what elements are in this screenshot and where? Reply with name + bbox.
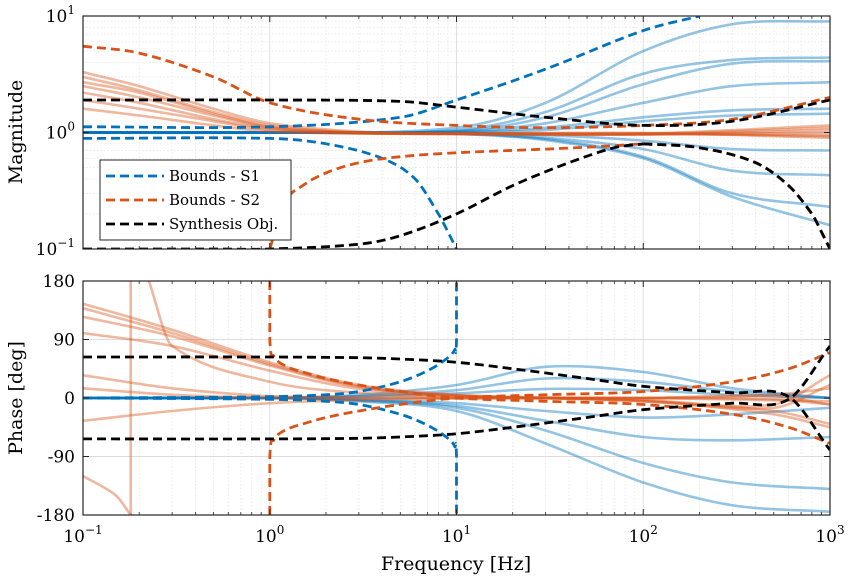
- phase-plant-orange-curve: [83, 374, 830, 400]
- legend-label: Bounds - S1: [169, 167, 260, 185]
- magnitude-plant-blue-curve: [83, 56, 830, 135]
- phase-ytick-labels: -180 -90 0 90 180: [37, 272, 75, 526]
- phase-plant-orange-curve: [129, 281, 830, 515]
- phase-ytick-label: 90: [53, 331, 75, 351]
- magnitude-ytick-labels: 10−1 100 101: [36, 3, 75, 260]
- magnitude-bound-synthesis-obj: [643, 142, 830, 249]
- phase-curves: [83, 281, 830, 515]
- phase-ytick-label: -180: [37, 506, 75, 526]
- magnitude-plant-blue-curve: [83, 131, 830, 177]
- phase-bound-synthesis-obj: [83, 355, 830, 451]
- phase-xtick-label: 101: [442, 523, 471, 547]
- phase-ytick-label: 180: [43, 272, 75, 292]
- magnitude-plant-blue-curve: [83, 19, 830, 135]
- magnitude-bound-synthesis-obj: [83, 142, 644, 249]
- legend-label: Bounds - S2: [169, 191, 260, 209]
- phase-ylabel: Phase [deg]: [5, 341, 27, 455]
- phase-xtick-labels: 10−1 100 101 102 103: [63, 523, 844, 547]
- phase-bound-bounds-s1: [83, 281, 458, 400]
- phase-plant-orange-curve: [83, 396, 830, 423]
- magnitude-plant-blue-curve: [83, 59, 830, 135]
- phase-ytick-label: 0: [64, 389, 75, 409]
- magnitude-plant-blue-curve: [83, 131, 830, 227]
- legend-box: [99, 159, 292, 241]
- magnitude-ytick-label: 10−1: [36, 236, 75, 260]
- magnitude-bound-synthesis-obj: [83, 98, 830, 127]
- phase-xtick-label: 100: [255, 523, 284, 547]
- phase-xlabel: Frequency [Hz]: [381, 553, 531, 575]
- magnitude-plant-orange-curve: [83, 98, 830, 136]
- magnitude-bound-bounds-s2: [268, 142, 644, 249]
- magnitude-plant-orange-curve: [83, 91, 830, 138]
- magnitude-bound-bounds-s2: [83, 44, 830, 130]
- phase-ticks: [82, 280, 831, 516]
- phase-plant-orange-curve: [83, 387, 830, 406]
- phase-bound-synthesis-obj: [83, 345, 830, 441]
- magnitude-plant-orange-curve: [83, 70, 830, 137]
- phase-plant-orange-curve: [83, 302, 830, 429]
- magnitude-ylabel: Magnitude: [5, 80, 27, 185]
- magnitude-plant-blue-curve: [83, 112, 830, 135]
- magnitude-plant-blue-curve: [83, 80, 830, 135]
- phase-plant-orange-curve: [83, 307, 830, 426]
- magnitude-ytick-label: 101: [46, 3, 75, 27]
- magnitude-plant-orange-curve: [83, 107, 830, 140]
- magnitude-plant-blue-curve: [83, 107, 830, 134]
- phase-ytick-label: -90: [48, 448, 75, 468]
- magnitude-bound-bounds-s1: [83, 16, 700, 129]
- magnitude-plant-orange-curve: [83, 84, 830, 136]
- phase-xtick-label: 102: [629, 523, 658, 547]
- legend-label: Synthesis Obj.: [169, 215, 278, 233]
- phase-panel: -180 -90 0 90 180 10−1 100 101 102 103 Phase [de…: [5, 272, 845, 575]
- phase-plant-orange-curve: [83, 474, 132, 515]
- magnitude-ytick-label: 100: [46, 120, 75, 144]
- phase-plant-orange-curve: [83, 315, 830, 410]
- phase-xtick-label: 103: [815, 523, 844, 547]
- magnitude-curves: [83, 16, 830, 249]
- phase-xtick-label: 10−1: [63, 523, 102, 547]
- magnitude-plant-blue-curve: [83, 131, 830, 152]
- phase-bound-bounds-s1: [83, 396, 458, 515]
- magnitude-bound-bounds-s1: [83, 136, 458, 249]
- magnitude-ticks: [82, 15, 831, 250]
- magnitude-plant-blue-curve: [83, 131, 830, 209]
- phase-bound-bounds-s2: [268, 281, 830, 445]
- phase-bound-bounds-s2: [268, 351, 830, 515]
- legend: Bounds - S1 Bounds - S2 Synthesis Obj.: [99, 159, 292, 241]
